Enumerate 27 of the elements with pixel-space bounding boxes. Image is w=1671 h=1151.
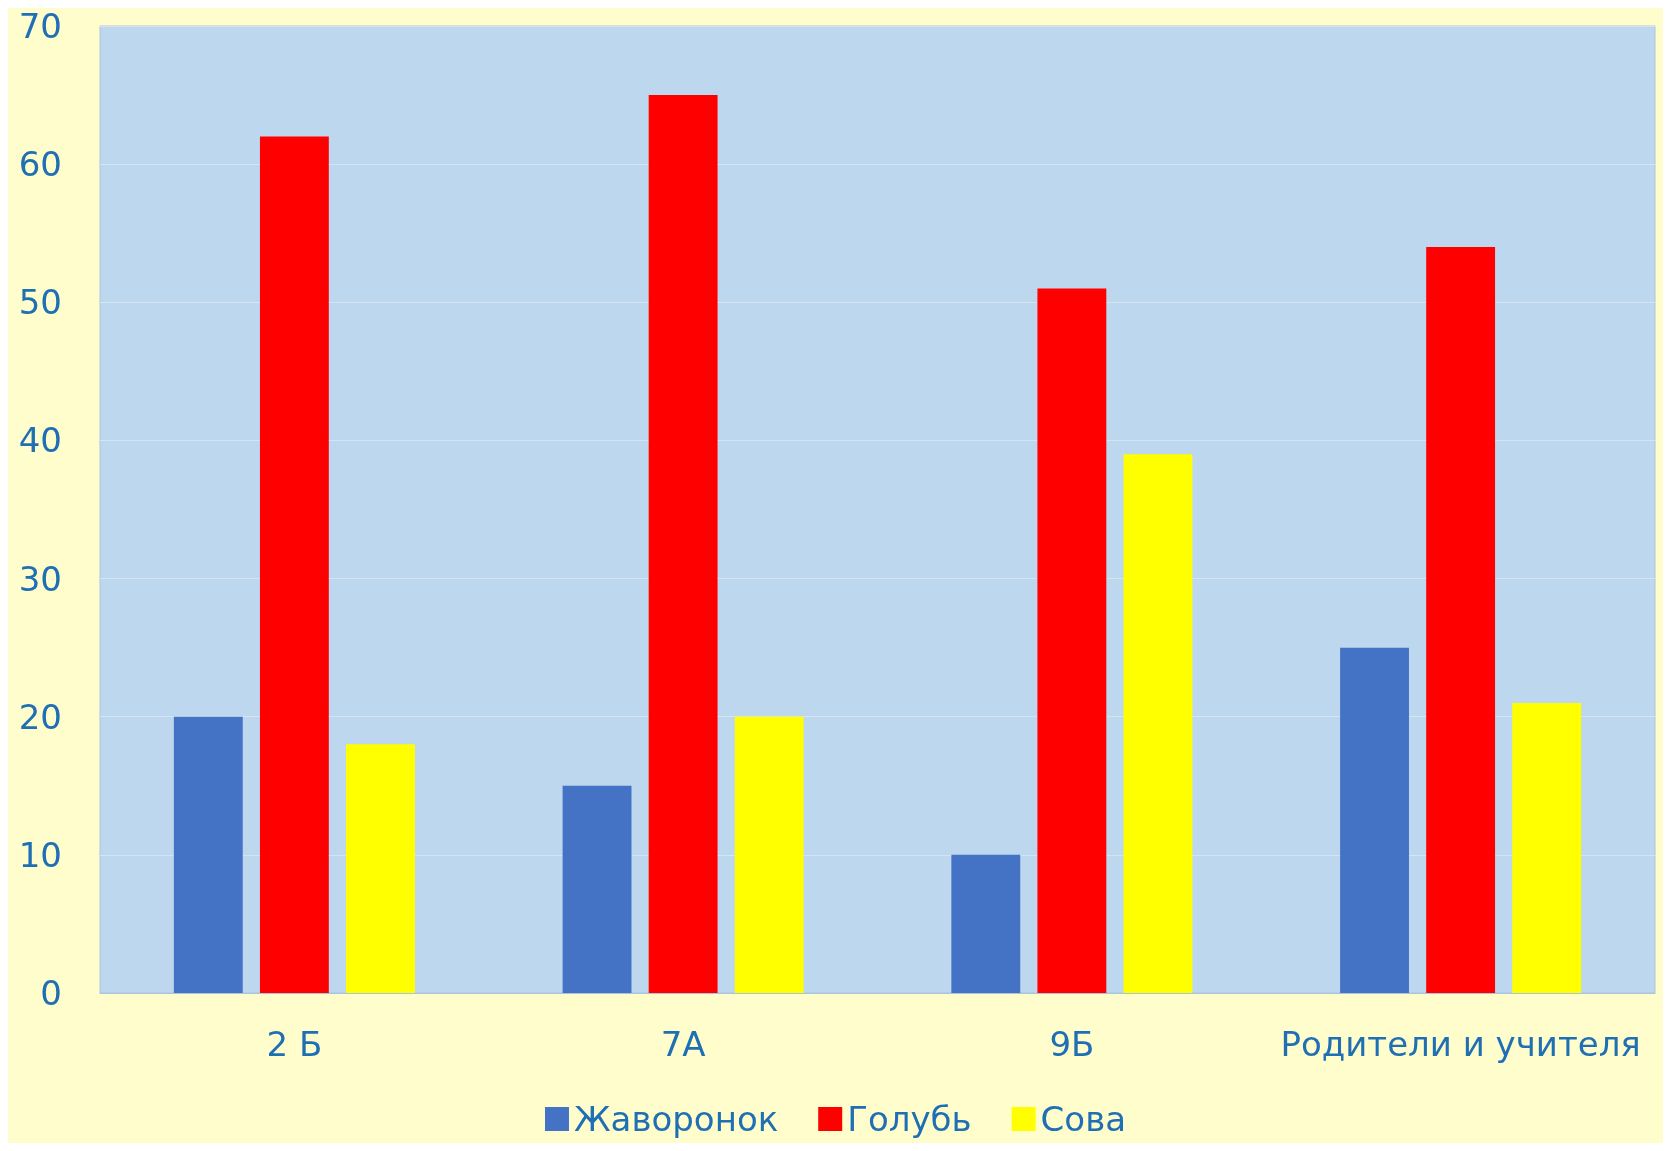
y-tick-label: 10 xyxy=(18,834,62,875)
bar xyxy=(734,716,804,993)
bar xyxy=(1123,454,1193,993)
y-tick-label: 40 xyxy=(18,420,62,461)
bar xyxy=(1512,702,1582,993)
x-tick-label: 7А xyxy=(660,1024,706,1064)
x-tick-label: 9Б xyxy=(1049,1024,1095,1064)
bar xyxy=(951,854,1021,993)
legend-label: Голубь xyxy=(847,1099,972,1139)
x-tick-label: Родители и учителя xyxy=(1280,1024,1641,1064)
bar xyxy=(259,136,329,993)
bar xyxy=(346,744,415,993)
y-tick-label: 70 xyxy=(18,6,62,46)
bar xyxy=(1426,247,1496,993)
bar xyxy=(562,785,632,993)
y-tick-label: 60 xyxy=(18,144,62,185)
y-tick-label: 20 xyxy=(18,696,62,737)
bar xyxy=(648,95,718,993)
x-tick-label: 2 Б xyxy=(266,1024,323,1064)
y-tick-label: 50 xyxy=(18,282,62,323)
y-tick-label: 30 xyxy=(18,558,62,599)
bar xyxy=(173,716,243,993)
legend-label: Сова xyxy=(1040,1099,1127,1139)
legend-label: Жаворонок xyxy=(573,1099,779,1139)
bar xyxy=(1037,288,1107,993)
bar xyxy=(1340,647,1409,993)
y-tick-label: 0 xyxy=(40,973,62,1013)
